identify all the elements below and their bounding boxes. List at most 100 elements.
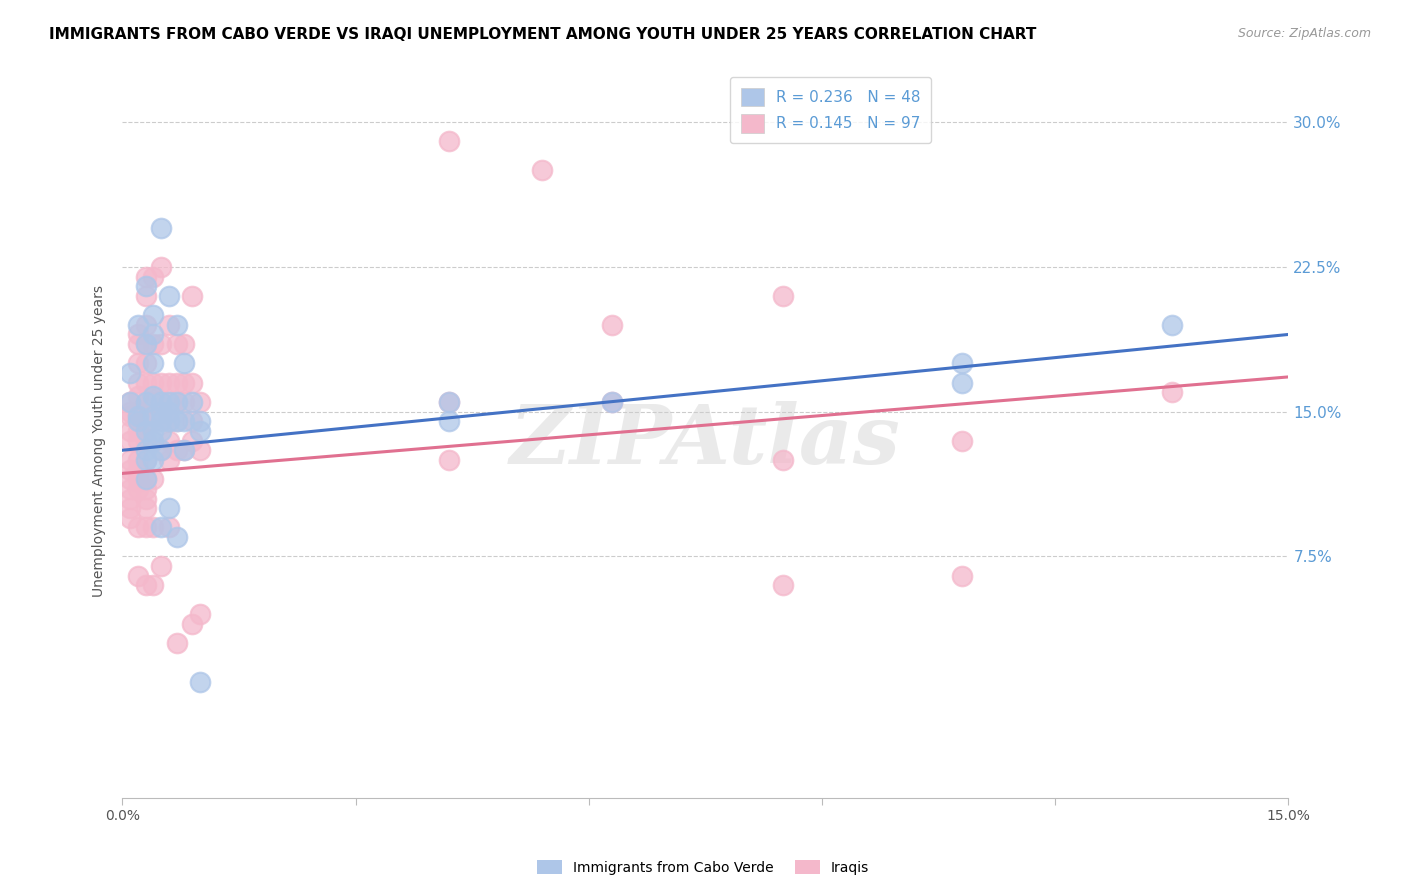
Point bbox=[142, 395, 165, 409]
Point bbox=[1160, 385, 1182, 400]
Point bbox=[127, 434, 149, 448]
Point bbox=[127, 462, 149, 476]
Point bbox=[135, 395, 157, 409]
Point bbox=[135, 472, 157, 486]
Point bbox=[135, 356, 157, 370]
Point bbox=[142, 434, 165, 448]
Point bbox=[135, 414, 157, 428]
Point bbox=[142, 376, 165, 390]
Point bbox=[135, 424, 157, 438]
Point bbox=[150, 404, 173, 418]
Point bbox=[166, 376, 188, 390]
Point bbox=[120, 366, 142, 380]
Point bbox=[157, 453, 180, 467]
Point bbox=[150, 376, 173, 390]
Point bbox=[142, 578, 165, 592]
Point bbox=[950, 568, 973, 582]
Point bbox=[772, 453, 794, 467]
Text: Source: ZipAtlas.com: Source: ZipAtlas.com bbox=[1237, 27, 1371, 40]
Point bbox=[173, 337, 195, 351]
Point bbox=[150, 424, 173, 438]
Point bbox=[142, 308, 165, 322]
Point bbox=[120, 404, 142, 418]
Point bbox=[181, 395, 204, 409]
Point bbox=[600, 318, 623, 332]
Point bbox=[437, 395, 460, 409]
Point bbox=[135, 269, 157, 284]
Point bbox=[127, 389, 149, 403]
Point bbox=[135, 453, 157, 467]
Point bbox=[181, 617, 204, 632]
Point bbox=[150, 221, 173, 235]
Text: ZIPAtlas: ZIPAtlas bbox=[510, 401, 901, 481]
Point bbox=[150, 559, 173, 574]
Point bbox=[150, 337, 173, 351]
Point bbox=[120, 501, 142, 516]
Point bbox=[772, 289, 794, 303]
Point bbox=[120, 424, 142, 438]
Point bbox=[120, 395, 142, 409]
Point bbox=[166, 395, 188, 409]
Point bbox=[135, 472, 157, 486]
Point bbox=[188, 414, 211, 428]
Point bbox=[127, 414, 149, 428]
Legend: Immigrants from Cabo Verde, Iraqis: Immigrants from Cabo Verde, Iraqis bbox=[531, 855, 875, 880]
Point bbox=[127, 482, 149, 496]
Point bbox=[150, 395, 173, 409]
Point bbox=[188, 674, 211, 689]
Point bbox=[772, 578, 794, 592]
Point bbox=[437, 453, 460, 467]
Point bbox=[181, 414, 204, 428]
Point bbox=[166, 530, 188, 544]
Point bbox=[142, 472, 165, 486]
Point bbox=[127, 414, 149, 428]
Point bbox=[1160, 318, 1182, 332]
Point bbox=[173, 356, 195, 370]
Point bbox=[142, 337, 165, 351]
Point bbox=[135, 482, 157, 496]
Point bbox=[135, 318, 157, 332]
Point bbox=[166, 414, 188, 428]
Point bbox=[150, 520, 173, 534]
Point bbox=[188, 424, 211, 438]
Point bbox=[188, 395, 211, 409]
Point bbox=[135, 453, 157, 467]
Point bbox=[142, 327, 165, 342]
Legend: R = 0.236   N = 48, R = 0.145   N = 97: R = 0.236 N = 48, R = 0.145 N = 97 bbox=[730, 77, 931, 144]
Point bbox=[120, 472, 142, 486]
Point bbox=[127, 327, 149, 342]
Point bbox=[127, 404, 149, 418]
Point bbox=[135, 289, 157, 303]
Point bbox=[120, 491, 142, 506]
Point bbox=[120, 395, 142, 409]
Point bbox=[142, 389, 165, 403]
Point bbox=[166, 414, 188, 428]
Point bbox=[120, 434, 142, 448]
Point bbox=[135, 376, 157, 390]
Point bbox=[142, 269, 165, 284]
Point bbox=[135, 501, 157, 516]
Point bbox=[135, 337, 157, 351]
Point bbox=[135, 337, 157, 351]
Point bbox=[166, 337, 188, 351]
Point bbox=[150, 260, 173, 274]
Point bbox=[120, 511, 142, 525]
Point bbox=[135, 443, 157, 458]
Point bbox=[173, 414, 195, 428]
Point bbox=[127, 568, 149, 582]
Point bbox=[142, 424, 165, 438]
Point bbox=[127, 356, 149, 370]
Point bbox=[142, 520, 165, 534]
Point bbox=[120, 482, 142, 496]
Point bbox=[181, 289, 204, 303]
Point bbox=[135, 520, 157, 534]
Point bbox=[120, 409, 142, 423]
Point bbox=[157, 434, 180, 448]
Point bbox=[127, 520, 149, 534]
Point bbox=[142, 409, 165, 423]
Point bbox=[173, 395, 195, 409]
Point bbox=[157, 289, 180, 303]
Point bbox=[157, 520, 180, 534]
Point bbox=[127, 453, 149, 467]
Point bbox=[173, 443, 195, 458]
